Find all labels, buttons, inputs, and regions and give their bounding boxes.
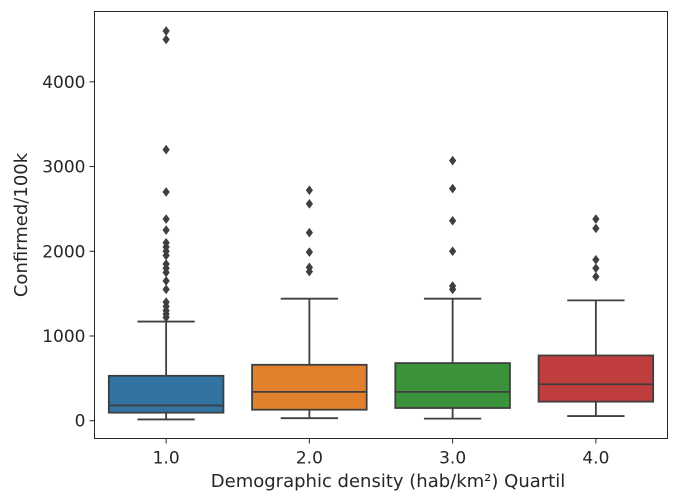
outlier-point xyxy=(448,155,457,166)
outlier-point xyxy=(592,214,600,224)
outlier-point xyxy=(592,263,600,274)
box-group-1.0 xyxy=(107,26,225,421)
outlier-point xyxy=(592,271,600,282)
box-group-3.0 xyxy=(394,155,511,420)
outlier-point xyxy=(305,227,314,238)
outlier-point xyxy=(305,262,314,273)
outlier-point xyxy=(162,275,170,286)
y-tick-label: 1000 xyxy=(42,327,85,347)
outlier-point xyxy=(162,284,170,295)
y-tick-label: 4000 xyxy=(42,73,85,93)
box-group-4.0 xyxy=(537,214,655,417)
outlier-point xyxy=(592,254,600,265)
outlier-point xyxy=(305,198,314,209)
outlier-point xyxy=(162,237,170,248)
outlier-point xyxy=(162,259,170,269)
box-iqr xyxy=(394,362,511,409)
outlier-point xyxy=(162,26,170,36)
outlier-point xyxy=(162,144,170,155)
outlier-point xyxy=(162,225,170,235)
x-tick-label: 1.0 xyxy=(153,449,180,469)
y-axis-label: Confirmed/100k xyxy=(11,152,32,297)
outlier-point xyxy=(448,183,457,194)
outlier-point xyxy=(162,34,170,45)
outlier-point xyxy=(592,223,600,234)
outlier-point xyxy=(305,247,314,258)
outlier-point xyxy=(448,215,457,226)
outlier-point xyxy=(162,297,170,308)
boxes-layer xyxy=(107,26,655,421)
box-group-2.0 xyxy=(251,185,368,420)
y-axis-ticks: 0 1000 2000 3000 4000 xyxy=(42,73,95,432)
outlier-point xyxy=(448,246,457,257)
box-iqr xyxy=(537,354,655,403)
y-tick-label: 3000 xyxy=(42,158,85,178)
outlier-point xyxy=(305,185,314,196)
outlier-point xyxy=(448,281,457,291)
x-tick-label: 2.0 xyxy=(296,449,323,469)
outlier-point xyxy=(162,214,170,224)
box-iqr xyxy=(251,363,368,411)
y-tick-label: 0 xyxy=(75,412,86,432)
x-tick-label: 4.0 xyxy=(582,449,609,469)
x-axis-label: Demographic density (hab/km²) Quartil xyxy=(211,471,565,492)
x-axis-ticks: 1.0 2.0 3.0 4.0 xyxy=(153,438,609,469)
y-tick-label: 2000 xyxy=(42,242,85,262)
x-tick-label: 3.0 xyxy=(439,449,466,469)
box-iqr xyxy=(107,374,225,414)
outlier-point xyxy=(162,187,170,197)
